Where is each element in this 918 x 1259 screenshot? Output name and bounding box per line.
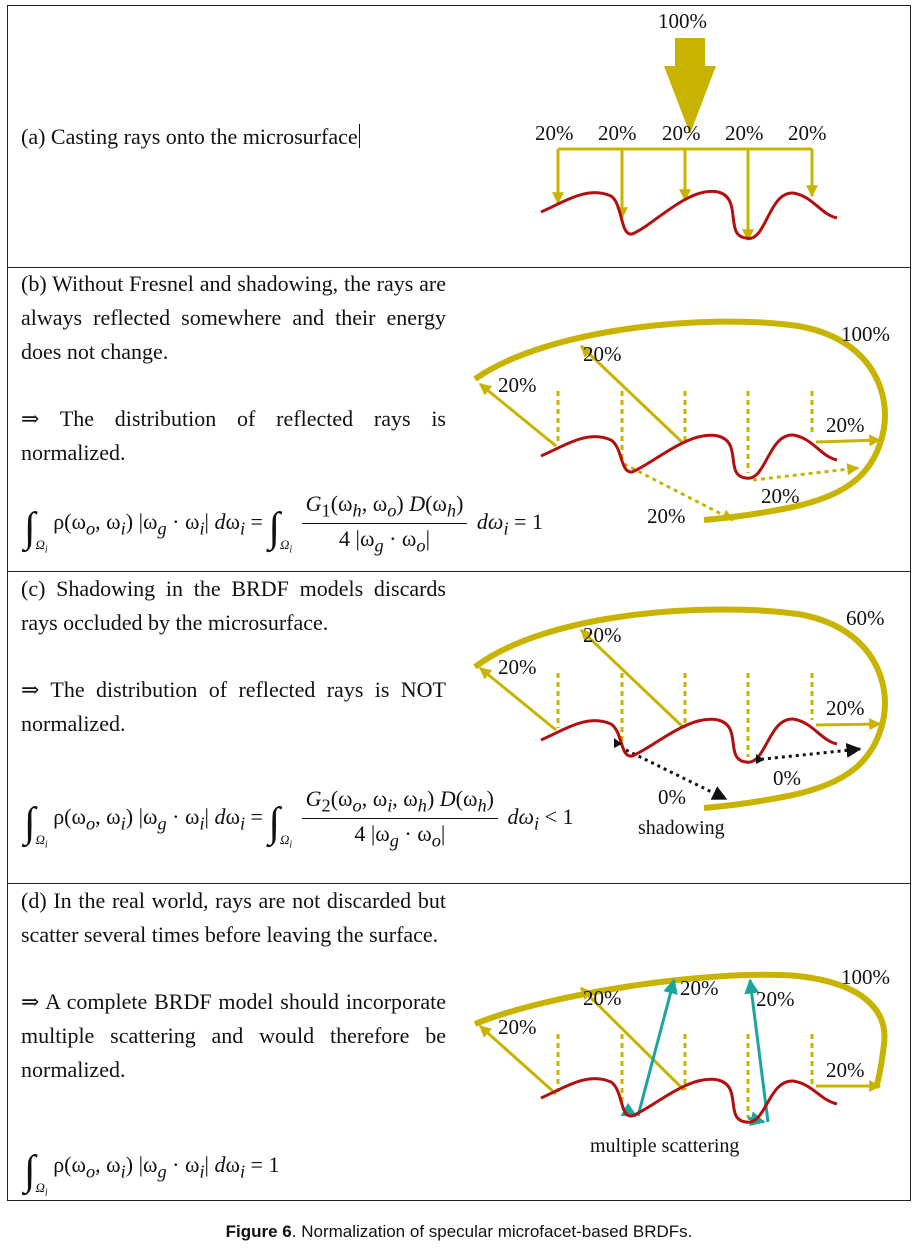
panel-a-figure: 100% 20% 20% 20% 20% 20% (535, 9, 838, 242)
panel-a-description: (a) Casting rays onto the microsurface (21, 124, 358, 149)
reflected-ray (478, 1024, 558, 1096)
panel-d-equation: ∫Ωi ρ(ωo, ωi) |ωg · ωi| dωi = 1 (24, 1148, 280, 1199)
reflected-ray (579, 628, 686, 730)
ray-label: 20% (498, 1015, 537, 1039)
g-symbol: G (305, 491, 322, 516)
ray-label: 20% (788, 121, 827, 145)
reflected-dotted-rays (623, 462, 860, 522)
incoming-arrow (664, 38, 716, 134)
microsurface (540, 433, 838, 480)
panel-c-text: (c) Shadowing in the BRDF models discard… (21, 572, 446, 741)
shadow-marker-icon (614, 738, 622, 748)
eq-result: = 1 (250, 1152, 280, 1177)
zero-label: 0% (773, 766, 801, 790)
incident-rays (556, 673, 814, 757)
ray-label: 20% (598, 121, 637, 145)
reflected-ray (479, 382, 557, 448)
ray-arrows (552, 149, 818, 242)
ray-label: 20% (498, 655, 537, 679)
incident-rays (556, 391, 814, 473)
scatter-ray (744, 978, 770, 1123)
reflected-ray (579, 344, 686, 446)
reflected-ray (579, 986, 686, 1092)
panel-b-figure: 100% 20% 20% 20% 20% 20% (473, 318, 890, 528)
figure-caption: Figure 6. Normalization of specular micr… (0, 1222, 918, 1242)
panel-b-conclusion: ⇒ The distribution of reflected rays is … (21, 406, 446, 465)
panel-c-description: (c) Shadowing in the BRDF models discard… (21, 576, 446, 635)
panel-d-description: (d) In the real world, rays are not disc… (21, 888, 446, 947)
panel-d-conclusion: ⇒ A complete BRDF model should incorpora… (21, 989, 446, 1082)
reflection-envelope (473, 606, 888, 811)
zero-label: 0% (658, 785, 686, 809)
scatter-label: multiple scattering (590, 1135, 739, 1157)
ray-label: 20% (761, 484, 800, 508)
microsurface (540, 189, 838, 240)
microsurface (540, 717, 838, 764)
panel-d: (d) In the real world, rays are not disc… (7, 883, 911, 1201)
shadowing-label: shadowing (638, 817, 725, 839)
total-label: 100% (841, 322, 890, 346)
panel-a: (a) Casting rays onto the microsurface 1… (7, 5, 911, 268)
scatter-ray (636, 978, 678, 1117)
g-symbol: G (305, 786, 322, 811)
ray-label: 20% (680, 976, 719, 1000)
total-label: 60% (846, 606, 885, 630)
ray-label: 20% (535, 121, 574, 145)
ray-label: 20% (826, 696, 865, 720)
eq-rhs-sub: i (503, 518, 509, 539)
shadowed-ray (625, 748, 728, 801)
reflected-ray (815, 718, 882, 731)
caption-label: Figure 6 (225, 1222, 292, 1241)
panel-d-text: (d) In the real world, rays are not disc… (21, 884, 446, 1087)
panel-b-description: (b) Without Fresnel and shadowing, the r… (21, 271, 446, 364)
reflection-envelope (473, 971, 888, 1089)
text-cursor (358, 124, 360, 148)
caption-text: . Normalization of specular microfacet-b… (291, 1222, 693, 1241)
ray-label: 20% (725, 121, 764, 145)
eq-result: < 1 (544, 803, 574, 829)
panel-b-text: (b) Without Fresnel and shadowing, the r… (21, 267, 446, 470)
reflected-rays (479, 344, 882, 448)
panel-c-figure: 60% 20% 20% 20% 0% 0% shadowing (473, 606, 888, 839)
panel-c-conclusion: ⇒ The distribution of reflected rays is … (21, 677, 446, 736)
eq-rhs-sub: i (534, 813, 540, 834)
microsurface (540, 1077, 838, 1124)
ray-label: 20% (583, 342, 622, 366)
total-label: 100% (841, 965, 890, 989)
shadowed-rays (625, 742, 862, 801)
reflected-rays (478, 986, 882, 1096)
ray-label: 20% (826, 1058, 865, 1082)
shadow-marker-icon (756, 754, 764, 764)
panel-d-figure: 100% 20% 20% 20% 20% 20% multiple scatte… (473, 965, 890, 1157)
g-subscript: 2 (321, 795, 331, 816)
reflection-envelope (473, 318, 888, 523)
eq-rhs: dω (476, 508, 504, 534)
eq-result: = 1 (514, 508, 543, 534)
ray-label: 20% (756, 987, 795, 1011)
panel-b: (b) Without Fresnel and shadowing, the r… (7, 267, 911, 572)
ray-label: 20% (583, 623, 622, 647)
panel-c: (c) Shadowing in the BRDF models discard… (7, 571, 911, 884)
reflected-ray (479, 666, 557, 732)
panel-c-equation: ∫Ωi ρ(ωo, ωi) |ωg · ωi| dωi = ∫Ωi G2(ωo,… (24, 786, 574, 851)
ray-label: 20% (498, 373, 537, 397)
ray-label: 20% (583, 986, 622, 1010)
incident-rays (556, 1034, 814, 1118)
g-subscript: 1 (321, 500, 331, 521)
shadowed-ray (753, 742, 862, 762)
panel-b-equation: ∫Ωi ρ(ωo, ωi) |ωg · ωi| dωi = ∫Ωi G1(ωh,… (24, 491, 543, 556)
reflected-rays (479, 628, 882, 732)
eq-rhs: dω (507, 803, 535, 829)
ray-label: 20% (826, 413, 865, 437)
ray-label: 20% (662, 121, 701, 145)
reflected-ray (815, 434, 882, 447)
panel-a-text: (a) Casting rays onto the microsurface (21, 120, 446, 154)
ray-label: 20% (647, 504, 686, 528)
incoming-label: 100% (658, 9, 707, 33)
reflected-ray-dotted (752, 463, 860, 482)
